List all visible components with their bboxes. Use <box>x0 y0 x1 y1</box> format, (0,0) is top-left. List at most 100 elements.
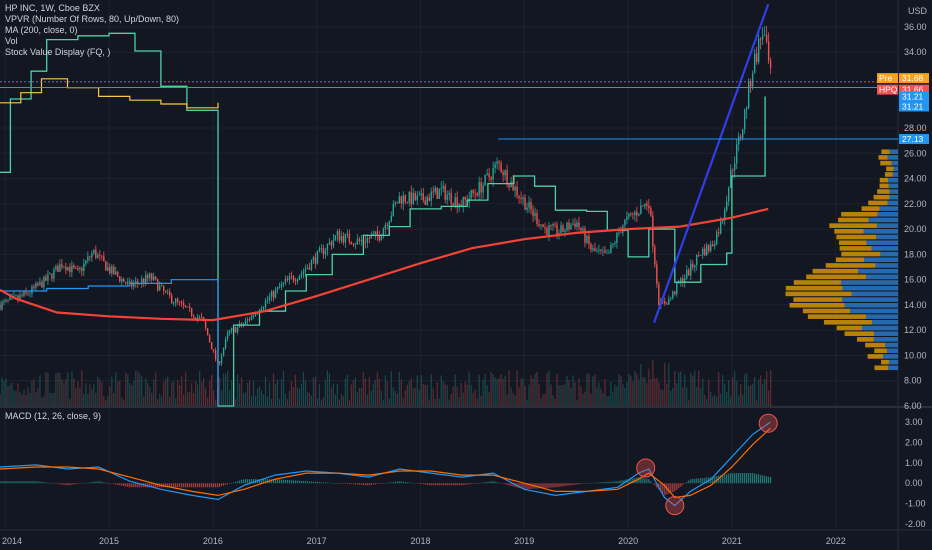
macd-histogram-bar <box>536 483 538 489</box>
volume-bar <box>75 387 77 406</box>
vpvr-bar-down <box>838 217 869 223</box>
vpvr-bar-down <box>838 240 867 246</box>
volume-bar <box>85 383 87 406</box>
vpvr-bar-down <box>806 274 867 280</box>
volume-bar <box>642 377 644 406</box>
volume-bar <box>248 380 251 406</box>
macd-histogram-bar <box>45 482 47 484</box>
candle-body <box>582 228 584 231</box>
volume-bar <box>734 371 736 406</box>
volume-bar <box>270 398 273 406</box>
macd-histogram-bar <box>127 483 129 487</box>
volume-bar <box>292 387 295 406</box>
candle-body <box>614 243 616 244</box>
vpvr-bar-down <box>841 251 881 257</box>
candle-body <box>63 266 65 268</box>
candle-body <box>368 238 371 239</box>
macd-histogram-bar <box>113 483 115 485</box>
candle-body <box>698 255 700 256</box>
volume-bar <box>536 371 538 406</box>
volume-bar <box>15 391 17 406</box>
volume-bar <box>97 376 99 406</box>
candle-body <box>41 281 43 288</box>
candle-body <box>702 248 704 256</box>
volume-bar <box>408 381 410 406</box>
candle-body <box>618 232 620 234</box>
volume-bar <box>45 372 47 406</box>
candle-body <box>753 53 756 74</box>
volume-bar <box>514 395 516 406</box>
macd-histogram-bar <box>314 481 317 484</box>
candle-body <box>252 315 255 317</box>
volume-bar <box>328 373 331 406</box>
volume-bar <box>5 378 7 406</box>
candle-body <box>751 73 754 87</box>
volume-bar <box>201 381 203 406</box>
vpvr-bar-down <box>879 177 888 183</box>
candle-body <box>470 190 472 199</box>
volume-bar <box>748 385 750 406</box>
macd-histogram-bar <box>662 483 664 494</box>
vpvr-profile <box>785 149 898 371</box>
candle-body <box>600 249 602 251</box>
macd-histogram-bar <box>199 483 201 488</box>
volume-bar <box>67 372 69 406</box>
volume-bar <box>17 383 19 406</box>
candle-body <box>190 308 193 316</box>
volume-bar <box>738 395 740 406</box>
volume-bar <box>268 382 271 406</box>
macd-histogram-bar <box>221 483 223 487</box>
macd-histogram-bar <box>492 481 494 484</box>
macd-histogram-bar <box>366 483 368 486</box>
candle-body <box>486 173 488 175</box>
candle-body <box>452 203 454 206</box>
volume-bar <box>348 399 350 406</box>
volume-bar <box>474 389 476 406</box>
volume-bar <box>51 393 53 406</box>
time-axis[interactable]: 2014 2015 2016 2017 2018 2019 2020 2021 2022 <box>2 536 846 546</box>
vpvr-bar-up <box>866 274 898 280</box>
stock-value-line-yellow <box>0 78 219 109</box>
price-axis[interactable]: 36.00 34.00 28.00 26.00 24.00 22.00 20.00 18.00… <box>904 6 928 411</box>
candle-body <box>318 248 321 251</box>
volume-bar <box>181 376 183 406</box>
volume-bar <box>141 376 143 406</box>
volume-bar <box>125 372 127 406</box>
volume-bar <box>416 375 418 406</box>
macd-axis[interactable]: 3.00 2.00 1.00 0.00 -1.00 -2.00 <box>905 417 926 529</box>
macd-histogram-bar <box>710 477 712 484</box>
candle-body <box>316 250 319 264</box>
macd-histogram-bar <box>494 481 496 484</box>
volume-bar <box>600 388 602 406</box>
macd-histogram-bar <box>252 479 255 484</box>
candle-body <box>749 81 752 87</box>
macd-histogram-bar <box>540 483 542 489</box>
macd-histogram-bar <box>77 483 79 484</box>
vpvr-bar-down <box>881 149 890 155</box>
candle-body <box>57 265 59 272</box>
candle-body <box>652 215 654 247</box>
volume-bar <box>25 395 27 406</box>
macd-histogram-bar <box>217 483 219 488</box>
candle-body <box>358 239 361 241</box>
candle-body <box>380 236 383 241</box>
volume-bar <box>424 384 426 406</box>
candle-body <box>266 299 269 301</box>
macd-histogram-bar <box>414 483 416 484</box>
volume-bar <box>612 392 614 406</box>
macd-histogram-bar <box>684 483 686 484</box>
macd-histogram-bar <box>742 473 744 484</box>
volume-bar <box>290 381 293 406</box>
macd-histogram-bar <box>764 475 766 484</box>
volume-bar <box>404 390 406 406</box>
volume-bar <box>702 378 704 406</box>
macd-histogram-bar <box>766 476 768 484</box>
candle-body <box>680 278 682 283</box>
macd-histogram-bar <box>730 473 732 484</box>
volume-bar <box>7 385 9 406</box>
macd-histogram-bar <box>302 481 305 484</box>
volume-bar <box>230 380 233 406</box>
volume-bar <box>652 360 654 406</box>
volume-bar <box>9 384 11 406</box>
